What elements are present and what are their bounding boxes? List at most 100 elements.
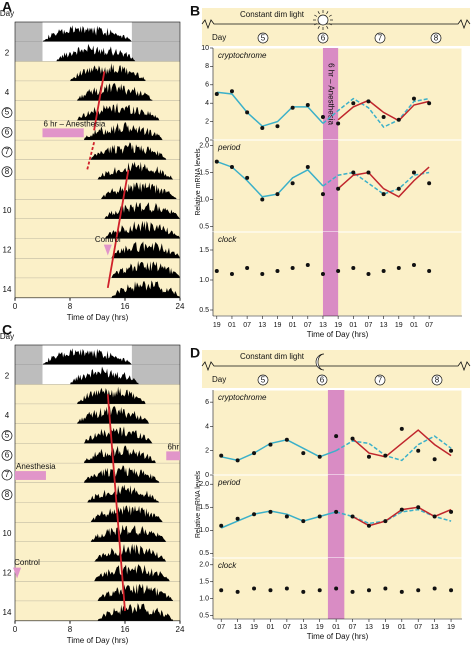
y-tick-label: 1.0 bbox=[199, 596, 209, 603]
day-circle bbox=[1, 166, 13, 178]
day-number: 7 bbox=[378, 376, 383, 385]
day-label: 14 bbox=[3, 285, 12, 294]
activity bbox=[76, 386, 146, 405]
fit-line bbox=[322, 97, 430, 129]
x-tick-label: 16 bbox=[121, 302, 130, 311]
panel-letter: A bbox=[2, 0, 12, 15]
mean-point bbox=[432, 586, 437, 591]
mean-point bbox=[432, 514, 437, 519]
activity bbox=[111, 260, 180, 279]
header-line bbox=[201, 361, 471, 372]
y-tick-label: 8 bbox=[205, 63, 209, 70]
day-number: 5 bbox=[261, 376, 266, 385]
mean-point bbox=[317, 514, 322, 519]
mean-point bbox=[366, 170, 371, 175]
x-tick-label: 19 bbox=[447, 624, 455, 631]
sun-ray bbox=[326, 25, 329, 29]
activity bbox=[111, 280, 180, 298]
control-marker bbox=[103, 244, 112, 256]
activity bbox=[90, 142, 167, 160]
fit-line bbox=[216, 160, 324, 198]
subplot-title: clock bbox=[218, 561, 237, 570]
annotation: Control bbox=[14, 558, 40, 567]
activity bbox=[76, 83, 153, 101]
x-tick-label: 07 bbox=[349, 624, 357, 631]
sun-ray bbox=[314, 14, 318, 17]
fit-line bbox=[352, 429, 452, 458]
mean-point bbox=[284, 437, 289, 442]
fit-line bbox=[322, 171, 430, 195]
activity bbox=[83, 426, 153, 444]
mean-point bbox=[449, 448, 454, 453]
annotation: 6hr bbox=[167, 443, 179, 452]
mean-point bbox=[275, 124, 280, 129]
day-label: 7 bbox=[5, 470, 10, 479]
day-circle bbox=[316, 374, 328, 386]
mean-point bbox=[366, 99, 371, 104]
x-tick-label: 07 bbox=[304, 322, 312, 329]
mean-point bbox=[320, 115, 325, 119]
x-tick-label: 13 bbox=[431, 624, 439, 631]
activity bbox=[42, 348, 132, 365]
mean-point bbox=[260, 126, 265, 131]
mean-point bbox=[351, 266, 356, 270]
mean-point bbox=[301, 519, 306, 524]
fit-line bbox=[337, 99, 430, 122]
mean-point bbox=[235, 458, 240, 463]
day-circle bbox=[1, 107, 13, 118]
header-text: Constant dim light bbox=[240, 10, 305, 19]
sun-ray bbox=[328, 23, 332, 26]
mean-point bbox=[245, 175, 250, 180]
mean-point bbox=[381, 269, 386, 273]
mean-point bbox=[399, 589, 404, 594]
y-tick-label: 1.0 bbox=[199, 527, 209, 534]
day-label: 6 bbox=[5, 127, 10, 136]
mean-point bbox=[350, 589, 355, 594]
day-circle bbox=[374, 374, 386, 386]
mean-point bbox=[381, 115, 386, 119]
header-day: Day bbox=[212, 375, 226, 384]
day-circle bbox=[257, 32, 269, 44]
y-tick-label: 1.5 bbox=[199, 504, 209, 511]
activity bbox=[100, 182, 177, 200]
mean-point bbox=[290, 266, 295, 270]
mean-point bbox=[275, 192, 280, 197]
mean-point bbox=[416, 505, 421, 510]
mean-point bbox=[334, 586, 339, 591]
header-day: Day bbox=[212, 33, 226, 42]
x-tick-label: 01 bbox=[410, 322, 418, 329]
day-circle bbox=[257, 374, 269, 386]
x-tick-label: 13 bbox=[234, 624, 242, 631]
mean-point bbox=[432, 457, 437, 462]
panel-letter: C bbox=[2, 322, 12, 338]
day-label: 8 bbox=[5, 167, 10, 176]
x-axis-label: Time of Day (hrs) bbox=[307, 632, 369, 641]
mean-point bbox=[399, 507, 404, 512]
y-tick-label: 1.0 bbox=[199, 277, 209, 284]
x-tick-label: 19 bbox=[250, 624, 258, 631]
activity bbox=[83, 465, 160, 483]
y-tick-label: 4 bbox=[205, 100, 209, 107]
activity bbox=[97, 161, 174, 180]
day-circle bbox=[431, 374, 443, 386]
mean-point bbox=[219, 453, 224, 458]
x-tick-label: 24 bbox=[176, 625, 185, 634]
sun-ray bbox=[314, 23, 318, 26]
mean-point bbox=[351, 170, 356, 175]
activity bbox=[111, 241, 180, 259]
day-label: 8 bbox=[5, 490, 10, 499]
sun-ray bbox=[317, 25, 320, 29]
x-tick-label: 0 bbox=[13, 625, 18, 634]
mean-point bbox=[317, 588, 322, 593]
annotation: Control bbox=[95, 235, 121, 244]
fit-line bbox=[337, 166, 430, 198]
day-label: 6 bbox=[5, 450, 10, 459]
mean-point bbox=[284, 586, 289, 591]
x-tick-label: 01 bbox=[267, 624, 275, 631]
mean-point bbox=[301, 589, 306, 594]
day-label: 10 bbox=[3, 529, 12, 538]
mean-point bbox=[351, 101, 356, 106]
plot-frame bbox=[14, 344, 181, 622]
day-number: 8 bbox=[434, 34, 439, 43]
y-tick-label: 1.5 bbox=[199, 169, 209, 176]
